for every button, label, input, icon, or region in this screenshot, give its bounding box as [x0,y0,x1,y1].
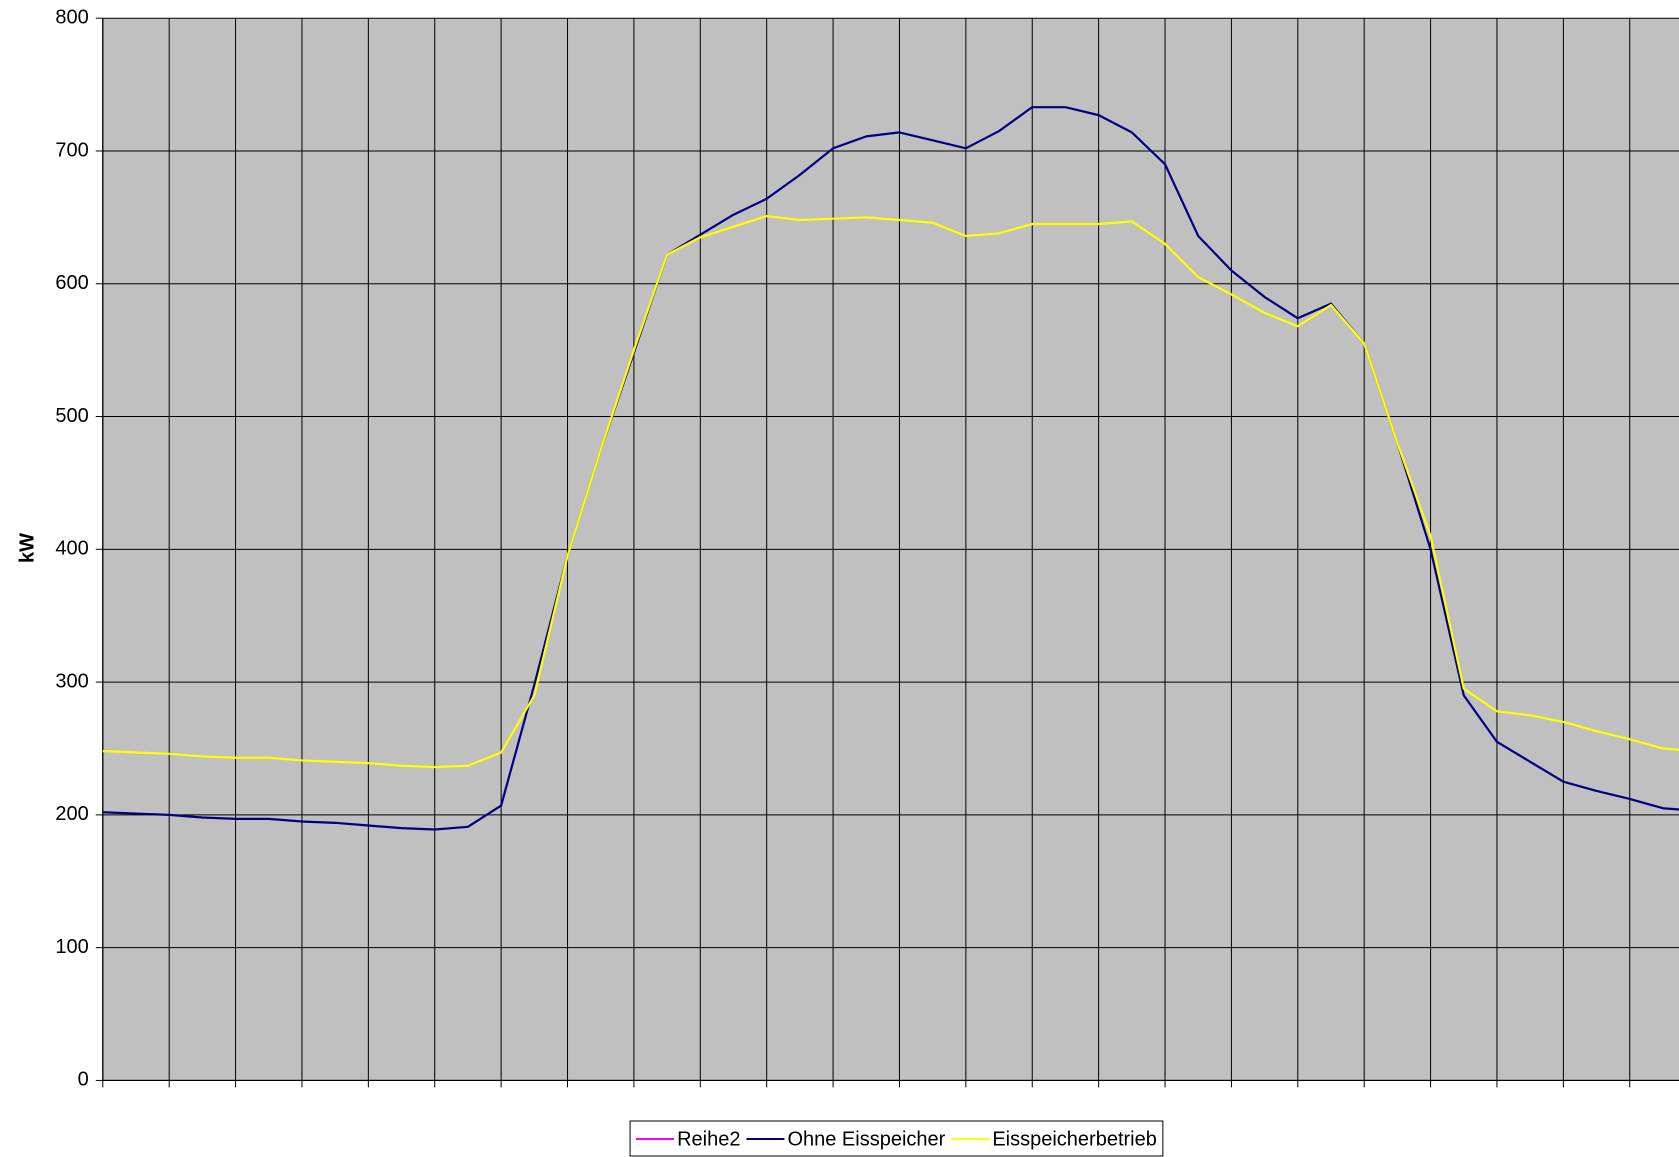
legend-label: Ohne Eisspeicher [787,1128,945,1150]
y-tick-label: 200 [55,803,88,825]
legend-label: Eisspeicherbetrieb [992,1128,1157,1150]
line-series [102,214,1679,769]
y-tick-label: 400 [55,538,88,560]
legend: Reihe2 Ohne Eisspeicher Eisspeicherbetrieb [629,1120,1164,1157]
line-series [102,106,1679,831]
y-tick-label: 100 [55,936,88,958]
legend-box [629,1120,1164,1157]
y-tick-label: 600 [55,272,88,294]
y-tick-label: 800 [55,6,88,28]
y-tick-label: 300 [55,670,88,692]
legend-label: Reihe2 [677,1128,740,1150]
y-axis-label: kW [16,533,38,563]
y-tick-label: 0 [78,1069,89,1091]
y-tick-label: 700 [55,139,88,161]
y-tick-label: 500 [55,405,88,427]
